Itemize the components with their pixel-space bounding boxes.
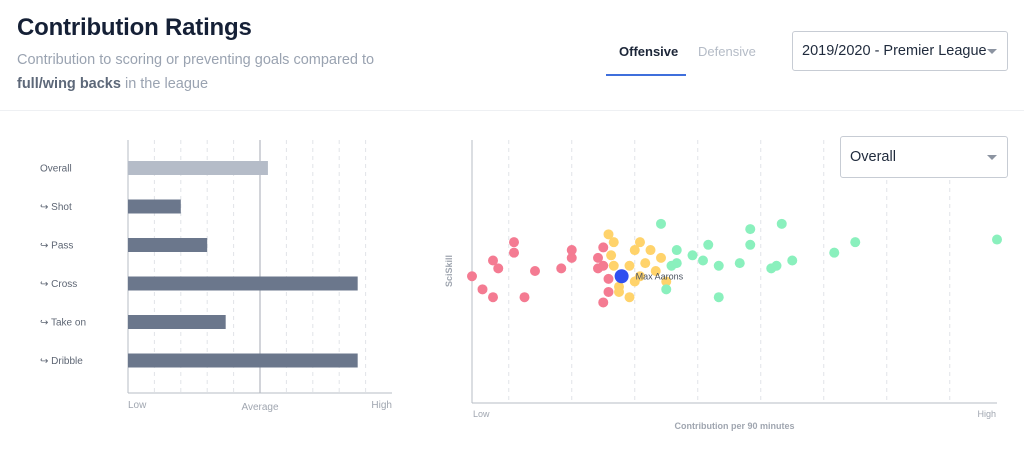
page-subtitle: Contribution to scoring or preventing go… — [17, 48, 417, 96]
sub-bar — [128, 238, 208, 252]
category-select-value: Overall — [850, 149, 896, 165]
tab-offensive[interactable]: Offensive — [619, 44, 679, 59]
scatter-point-high — [666, 260, 677, 271]
scatter-point-high — [787, 255, 798, 266]
scatter-point-low — [603, 286, 614, 297]
subtitle-bold: full/wing backs — [17, 76, 121, 92]
scatter-point-high — [745, 224, 756, 235]
bar-category-label: ↪ Dribble — [40, 356, 83, 367]
scatter-point-low — [488, 255, 498, 266]
scatter-point-mid — [635, 237, 645, 248]
category-select[interactable]: Overall — [840, 136, 1008, 178]
scatter-point-high — [776, 218, 787, 229]
bar-category-label: ↪ Take on — [40, 318, 86, 329]
scatter-point-mid — [624, 260, 635, 271]
x-tick-label-average: Average — [241, 402, 279, 413]
scatter-point-mid — [650, 266, 661, 276]
scatter-x-axis-title: Contribution per 90 minutes — [674, 421, 794, 431]
scatter-point-mid — [645, 245, 656, 256]
scatter-point-low — [477, 284, 488, 295]
scatter-point-high — [734, 258, 745, 269]
season-select[interactable]: 2019/2020 - Premier League — [792, 31, 1008, 71]
scatter-point-high — [687, 250, 698, 261]
scatter-point-high — [661, 284, 672, 295]
scatter-point-high — [656, 218, 666, 229]
chevron-down-icon — [987, 49, 997, 54]
sub-bar — [128, 199, 181, 214]
scatter-point-high — [713, 260, 724, 271]
scatter-point-high — [671, 245, 682, 256]
scatter-point-mid — [606, 250, 617, 261]
scatter-point-low — [566, 245, 577, 256]
scatter-point-high — [771, 260, 782, 271]
x-tick-label-high: High — [371, 400, 392, 411]
scatter-point-high — [745, 239, 756, 250]
scatter-y-axis-title: SciSkill — [444, 255, 454, 287]
scatter-point-mid — [656, 252, 666, 263]
scatter-point-low — [598, 260, 609, 271]
highlight-player-point — [614, 269, 629, 284]
scatter-point-low — [519, 292, 530, 303]
scatter-point-high — [698, 255, 708, 266]
scatter-point-low — [593, 252, 603, 263]
scatter-point-low — [509, 237, 519, 248]
scatter-point-low — [488, 292, 498, 303]
scatter-point-high — [850, 237, 861, 248]
sub-bar — [128, 315, 226, 329]
scatter-point-low — [509, 247, 519, 258]
bar-category-label: ↪ Cross — [40, 279, 77, 290]
subtitle-prefix: Contribution to scoring or preventing go… — [17, 52, 375, 68]
scatter-point-mid — [603, 229, 614, 240]
tab-defensive[interactable]: Defensive — [698, 44, 756, 59]
subtitle-suffix: in the league — [124, 76, 209, 92]
scatter-point-mid — [608, 237, 619, 248]
chevron-down-icon — [987, 155, 997, 160]
scatter-x-tick-high: High — [977, 409, 996, 419]
overall-bar — [128, 161, 268, 175]
scatter-point-low — [467, 271, 477, 282]
scatter-point-low — [598, 297, 609, 308]
page-title: Contribution Ratings — [17, 14, 252, 41]
bar-category-label: ↪ Shot — [40, 202, 72, 213]
bar-category-label: Overall — [40, 164, 72, 175]
season-select-value: 2019/2020 - Premier League — [802, 43, 987, 59]
scatter-point-high — [992, 234, 1002, 245]
contribution-bar-chart: Overall ↪ Shot ↪ Pass ↪ Cross ↪ Take on ↪ Dri… — [40, 140, 392, 413]
scatter-point-mid — [608, 260, 619, 271]
scatter-x-tick-low: Low — [473, 409, 490, 419]
scatter-point-low — [566, 252, 577, 263]
bar-category-label: ↪ Pass — [40, 241, 73, 252]
active-tab-indicator — [606, 74, 686, 76]
scatter-point-low — [556, 263, 567, 274]
scatter-point-high — [713, 292, 724, 303]
scatter-point-mid — [624, 292, 635, 303]
scatter-point-mid — [640, 258, 651, 269]
x-tick-label-low: Low — [128, 400, 147, 411]
scatter-point-mid — [661, 276, 672, 287]
scatter-point-mid — [614, 286, 624, 297]
scatter-point-high — [703, 239, 714, 250]
sub-bar — [128, 276, 358, 291]
scatter-point-mid — [635, 271, 645, 282]
scatter-point-mid — [629, 245, 640, 256]
scatter-point-low — [598, 242, 609, 253]
highlight-player-label: Max Aarons — [636, 272, 684, 282]
scatter-point-low — [603, 273, 614, 284]
scatter-point-high — [829, 247, 840, 258]
scatter-point-low — [530, 266, 540, 276]
sub-bar — [128, 353, 358, 368]
scatter-point-low — [493, 263, 504, 274]
header-divider — [0, 110, 1024, 111]
